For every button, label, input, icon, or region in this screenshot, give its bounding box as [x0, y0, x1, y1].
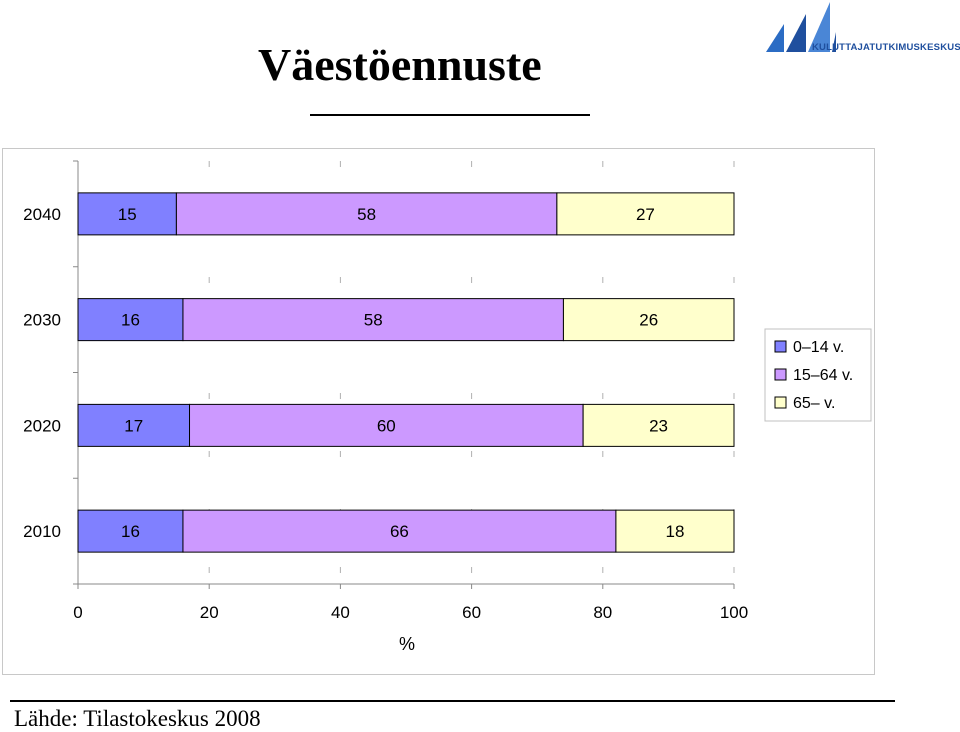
data-label-2010-series-1: 66: [390, 522, 409, 541]
x-tick-label-40: 40: [331, 603, 350, 622]
legend: 0–14 v. 15–64 v. 65– v.: [764, 328, 872, 422]
logo-text: KULUTTAJATUTKIMUSKESKUS: [812, 42, 960, 53]
legend-label-1: 15–64 v.: [793, 367, 853, 384]
page-title: Väestöennuste: [258, 39, 542, 90]
data-label-2040-series-0: 15: [118, 205, 137, 224]
category-label-2010: 2010: [23, 522, 61, 541]
data-label-2020-series-2: 23: [649, 416, 668, 435]
logo-sail-icon: [766, 2, 836, 52]
x-tick-label-20: 20: [200, 603, 219, 622]
category-label-2030: 2030: [23, 311, 61, 330]
data-label-2010-series-0: 16: [121, 522, 140, 541]
data-label-2030-series-1: 58: [364, 311, 383, 330]
bar-2010-series-1: [182, 509, 617, 553]
data-label-2020-series-0: 17: [124, 416, 143, 435]
data-label-2030-series-0: 16: [121, 311, 140, 330]
legend-swatch-1: [774, 368, 787, 381]
bar-2040-series-0: [77, 192, 177, 236]
legend-label-0: 0–14 v.: [793, 339, 844, 356]
data-label-2010-series-2: 18: [665, 522, 684, 541]
bar-2020-series-2: [582, 403, 735, 447]
chart-frame: 16 66 18 2010 17 60 23 2020 16 58 26 2030 15 58 27 2040…: [2, 148, 875, 675]
legend-label-2: 65– v.: [793, 395, 835, 412]
footer-rule: [10, 700, 895, 702]
bar-2030-series-1: [182, 298, 564, 342]
title-underline: [310, 114, 590, 116]
x-tick-label-0: 0: [73, 603, 82, 622]
logo: [762, 2, 958, 58]
category-label-2040: 2040: [23, 205, 61, 224]
x-tick-label-100: 100: [720, 603, 748, 622]
x-tick-label-80: 80: [593, 603, 612, 622]
bar-2040-series-1: [175, 192, 558, 236]
bar-2030-series-2: [562, 298, 735, 342]
bar-2010-series-2: [615, 509, 735, 553]
data-label-2040-series-2: 27: [636, 205, 655, 224]
bar-2040-series-2: [556, 192, 735, 236]
data-label-2040-series-1: 58: [357, 205, 376, 224]
x-tick-label-60: 60: [462, 603, 481, 622]
source-note: Lähde: Tilastokeskus 2008: [14, 706, 261, 731]
bar-2010-series-0: [77, 509, 184, 553]
legend-swatch-2: [774, 396, 787, 409]
x-axis-label: %: [399, 634, 415, 654]
data-label-2030-series-2: 26: [639, 311, 658, 330]
category-label-2020: 2020: [23, 416, 61, 435]
data-label-2020-series-1: 60: [377, 416, 396, 435]
legend-swatch-0: [774, 340, 787, 353]
